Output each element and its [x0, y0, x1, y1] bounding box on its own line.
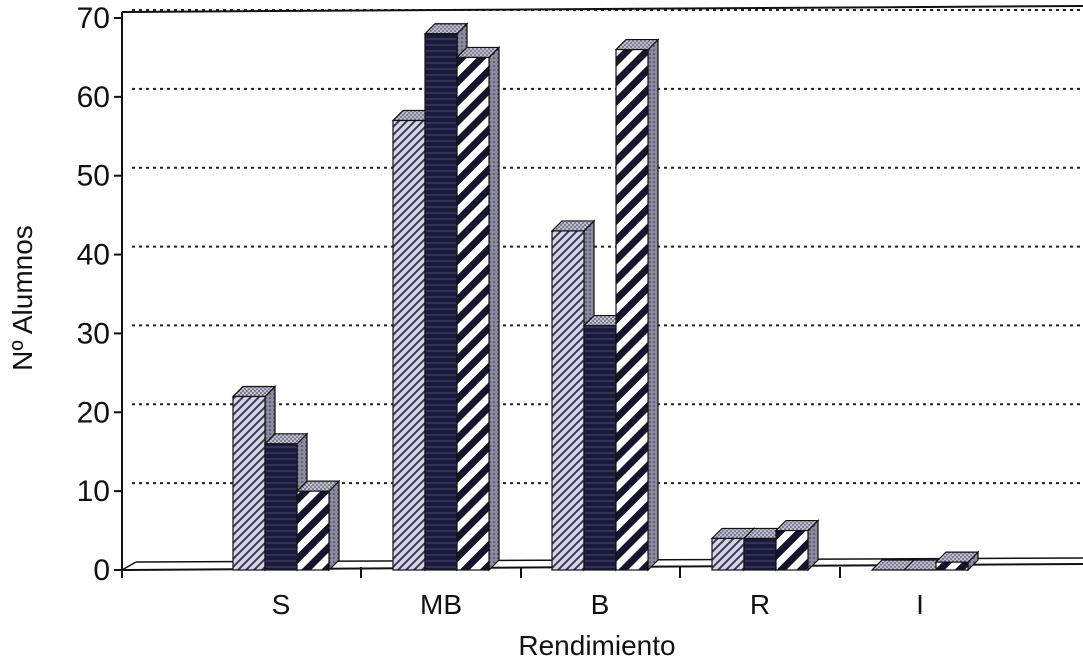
category-label: I: [916, 589, 924, 620]
bar-front: [711, 537, 745, 571]
bar-front: [775, 529, 809, 571]
bar-front: [392, 119, 426, 571]
y-tick-label: 10: [77, 475, 110, 508]
category-label: R: [750, 589, 770, 620]
y-tick-labels: 0 10 20 30 40 50 60 70: [77, 2, 122, 587]
bar-front: [551, 230, 585, 571]
bar-front: [583, 324, 617, 571]
y-tick-label: 40: [77, 239, 110, 272]
grid-lines: [132, 9, 1083, 485]
y-tick-label: 60: [77, 81, 110, 114]
bar-front: [615, 48, 649, 571]
bar-front: [456, 56, 490, 571]
x-axis-title: Rendimiento: [518, 630, 675, 661]
y-tick-label: 70: [77, 2, 110, 35]
bar-front: [743, 537, 777, 571]
bar-front: [232, 395, 266, 571]
bar: [614, 38, 660, 572]
bar-front: [935, 561, 969, 571]
bar-side: [328, 479, 340, 572]
bar-side: [647, 38, 659, 572]
bar-front: [296, 490, 330, 571]
y-tick-label: 30: [77, 317, 110, 350]
bar: [455, 45, 501, 572]
bar: [295, 479, 341, 572]
bar: [934, 550, 980, 572]
plot-top-border: [121, 5, 1083, 13]
y-tick-label: 20: [77, 396, 110, 429]
bar-side: [488, 45, 500, 572]
category-label: B: [591, 589, 610, 620]
bar-front: [424, 33, 458, 571]
y-axis-title: Nº Alumnos: [7, 225, 38, 371]
bar: [774, 519, 820, 572]
category-label: S: [272, 589, 291, 620]
floor-edge: [121, 561, 137, 571]
bars: [231, 22, 980, 572]
y-tick-label: 50: [77, 160, 110, 193]
bar-front: [264, 443, 298, 571]
x-tick-labels: S MB B R I: [272, 589, 924, 620]
category-label: MB: [420, 589, 462, 620]
y-tick-label: 0: [93, 554, 110, 587]
